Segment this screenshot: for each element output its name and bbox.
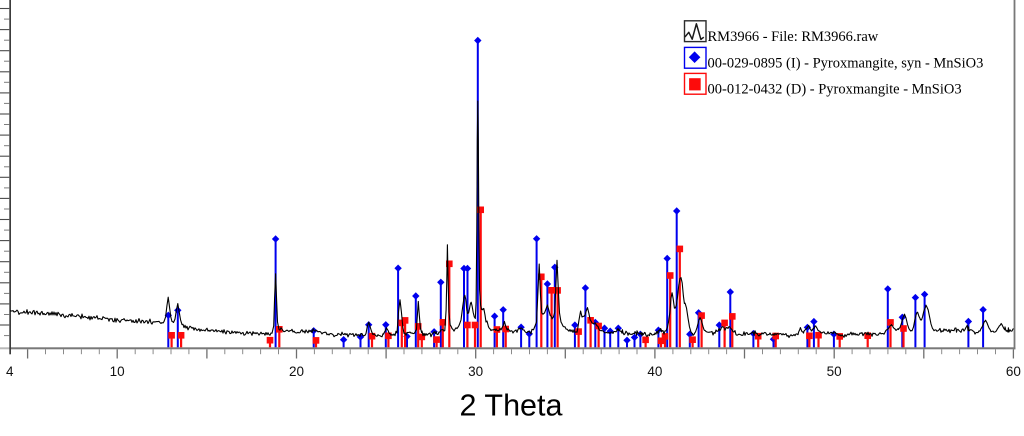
svg-text:40: 40 xyxy=(647,364,662,379)
svg-text:30: 30 xyxy=(468,364,483,379)
svg-text:2 Theta: 2 Theta xyxy=(460,389,563,423)
svg-text:4: 4 xyxy=(6,364,14,379)
svg-text:RM3966 - File: RM3966.raw: RM3966 - File: RM3966.raw xyxy=(708,29,879,45)
svg-text:00-029-0895 (I) - Pyroxmangite: 00-029-0895 (I) - Pyroxmangite, syn - Mn… xyxy=(708,56,984,72)
svg-text:00-012-0432 (D) - Pyroxmangite: 00-012-0432 (D) - Pyroxmangite - MnSiO3 xyxy=(708,82,962,98)
svg-text:20: 20 xyxy=(289,364,304,379)
svg-text:60: 60 xyxy=(1006,364,1021,379)
svg-text:10: 10 xyxy=(110,364,125,379)
svg-text:50: 50 xyxy=(827,364,842,379)
